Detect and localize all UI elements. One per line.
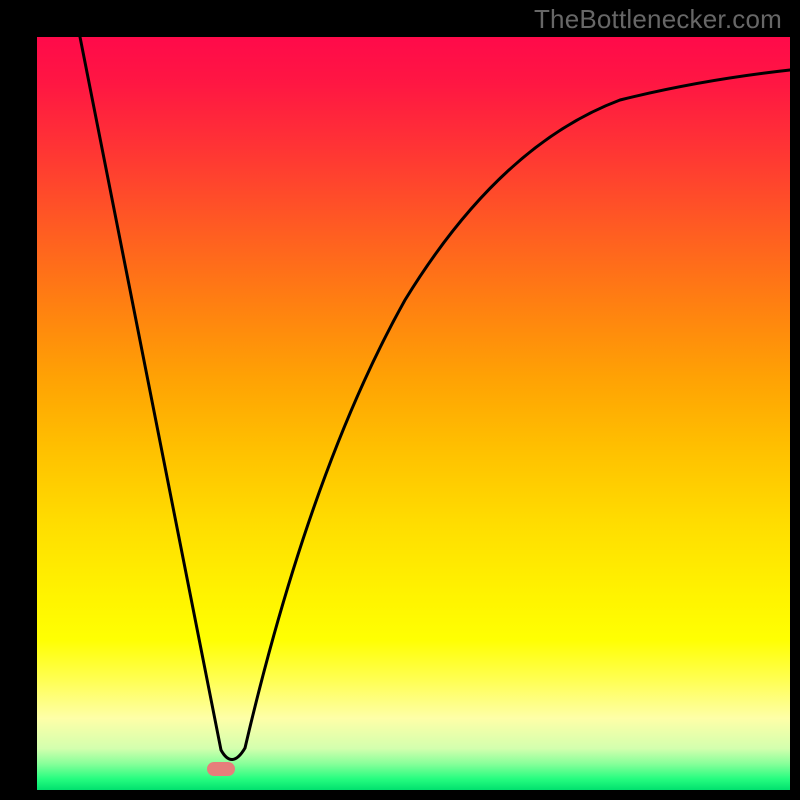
chart-frame: TheBottlenecker.com (0, 0, 800, 800)
plot-svg (37, 37, 790, 790)
border-right (790, 0, 800, 800)
border-bottom (0, 790, 800, 800)
optimum-marker (207, 762, 235, 776)
attribution-text: TheBottlenecker.com (534, 4, 782, 35)
gradient-background (37, 37, 790, 790)
plot-area (37, 37, 790, 790)
border-left (0, 0, 37, 800)
